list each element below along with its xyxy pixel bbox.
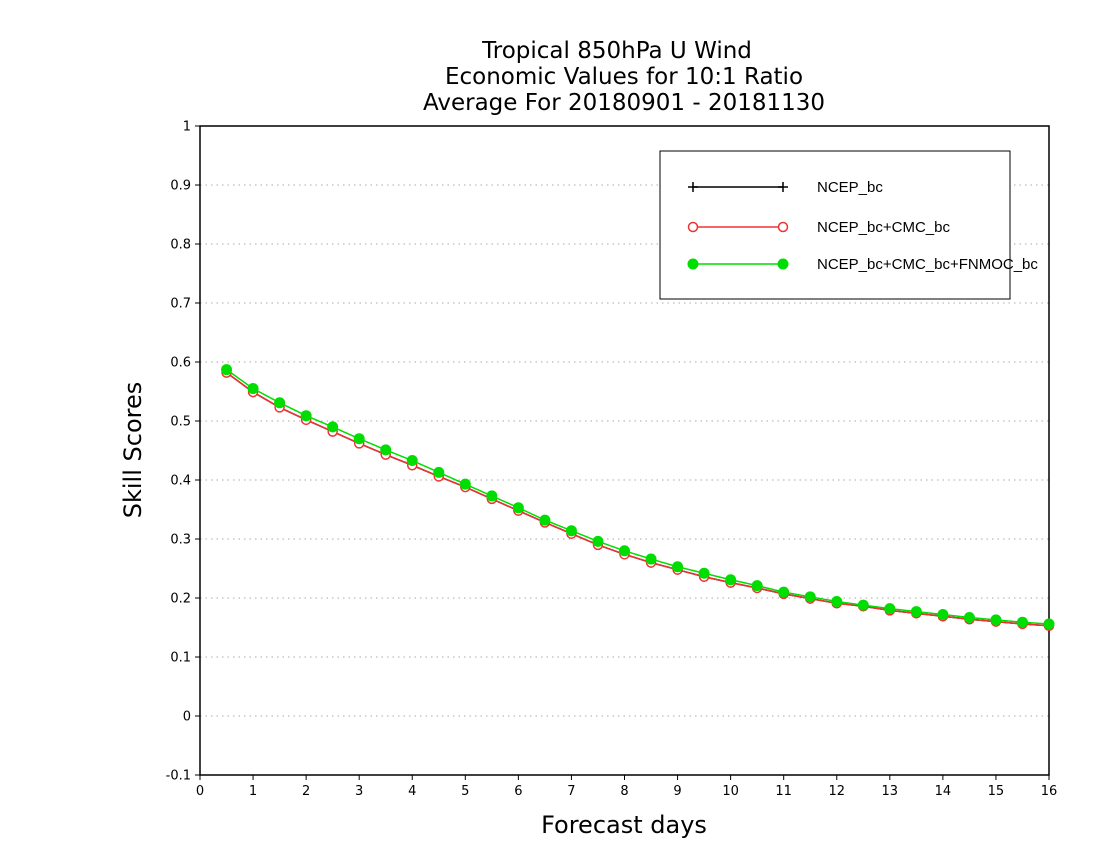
y-tick-label: 0.7 [170, 297, 191, 312]
y-axis-ticks: -0.1 0 0.1 0.2 0.3 0.4 0.5 0.6 0.7 0.8 0.9 1 [166, 120, 200, 784]
x-tick-label: 10 [722, 784, 739, 799]
x-tick-label: 4 [408, 784, 416, 799]
legend: NCEP_bc NCEP_bc+CMC_bc NCEP_bc+CMC_bc+FNMO… [659, 150, 1038, 300]
y-tick-label: 1 [183, 120, 191, 135]
legend-label: NCEP_bc+CMC_bc [817, 219, 950, 236]
y-tick-label: 0 [183, 710, 191, 725]
data-point [300, 410, 312, 422]
y-tick-label: 0.5 [170, 415, 191, 430]
x-tick-label: 12 [828, 784, 845, 799]
x-tick-label: 3 [355, 784, 363, 799]
y-tick-label: 0.3 [170, 533, 191, 548]
legend-label: NCEP_bc [817, 179, 883, 196]
x-tick-label: 9 [673, 784, 681, 799]
data-point [459, 478, 471, 490]
y-tick-label: 0.1 [170, 651, 191, 666]
data-point [592, 535, 604, 547]
data-series [221, 364, 1055, 631]
x-tick-label: 2 [302, 784, 310, 799]
data-point [1043, 618, 1055, 630]
x-axis-label: Forecast days [541, 811, 707, 839]
data-point [486, 490, 498, 502]
series-2 [221, 367, 1055, 631]
x-tick-label: 16 [1041, 784, 1058, 799]
x-axis-ticks: 0 1 2 3 4 5 6 7 8 9 10 11 12 13 14 15 16 [196, 775, 1057, 799]
legend-marker [777, 221, 789, 233]
data-point [831, 596, 843, 608]
legend-marker [687, 221, 699, 233]
chart-title-line-1: Tropical 850hPa U Wind [481, 38, 752, 64]
legend-marker [688, 182, 698, 192]
data-point [698, 567, 710, 579]
data-point [619, 545, 630, 557]
series-1 [221, 367, 1054, 631]
legend-entry: NCEP_bc+CMC_bc+FNMOC_bc [687, 256, 1038, 273]
data-point [963, 611, 975, 623]
y-tick-label: 0.8 [170, 238, 191, 253]
legend-entry: NCEP_bc [688, 179, 883, 196]
y-tick-label: 0.9 [170, 179, 191, 194]
data-point [353, 433, 365, 445]
data-point [247, 383, 259, 395]
x-tick-label: 0 [196, 784, 204, 799]
legend-label: NCEP_bc+CMC_bc+FNMOC_bc [817, 256, 1038, 273]
data-point [406, 455, 418, 467]
data-point [1016, 616, 1028, 628]
data-point [433, 466, 445, 478]
data-point [539, 514, 551, 526]
y-tick-label: 0.6 [170, 356, 191, 371]
data-point [751, 580, 763, 592]
x-tick-label: 14 [935, 784, 952, 799]
x-tick-label: 8 [620, 784, 628, 799]
series-line [226, 372, 1050, 627]
data-point [884, 603, 896, 615]
x-tick-label: 7 [567, 784, 575, 799]
data-point [274, 397, 286, 409]
series-3 [221, 364, 1055, 630]
chart-title-line-3: Average For 20180901 - 20181130 [423, 90, 825, 116]
legend-marker [687, 258, 699, 270]
data-point [512, 502, 524, 514]
series-line [226, 372, 1050, 627]
data-point [778, 586, 790, 598]
data-point [380, 444, 392, 456]
data-point [910, 606, 922, 618]
series-line [226, 369, 1050, 625]
y-tick-label: -0.1 [166, 769, 191, 784]
data-point [221, 364, 233, 376]
legend-marker [778, 182, 788, 192]
x-tick-label: 6 [514, 784, 522, 799]
x-tick-label: 5 [461, 784, 469, 799]
legend-entry: NCEP_bc+CMC_bc [687, 219, 950, 236]
legend-marker [777, 258, 789, 270]
x-tick-label: 1 [249, 784, 257, 799]
data-point [327, 421, 339, 433]
data-point [990, 614, 1002, 626]
data-point [804, 591, 816, 603]
x-tick-label: 15 [988, 784, 1005, 799]
data-point [937, 609, 949, 621]
legend-box [659, 150, 1011, 300]
data-point [857, 599, 869, 611]
data-point [565, 525, 577, 537]
y-tick-label: 0.2 [170, 592, 191, 607]
data-point [672, 561, 684, 573]
gridlines [200, 184, 1049, 717]
data-point [645, 553, 657, 565]
chart-title-line-2: Economic Values for 10:1 Ratio [445, 64, 803, 90]
data-point [725, 574, 737, 586]
x-tick-label: 11 [775, 784, 792, 799]
x-tick-label: 13 [882, 784, 899, 799]
y-tick-label: 0.4 [170, 474, 191, 489]
y-axis-label: Skill Scores [119, 382, 147, 519]
chart-title: Tropical 850hPa U Wind Economic Values f… [423, 38, 825, 116]
